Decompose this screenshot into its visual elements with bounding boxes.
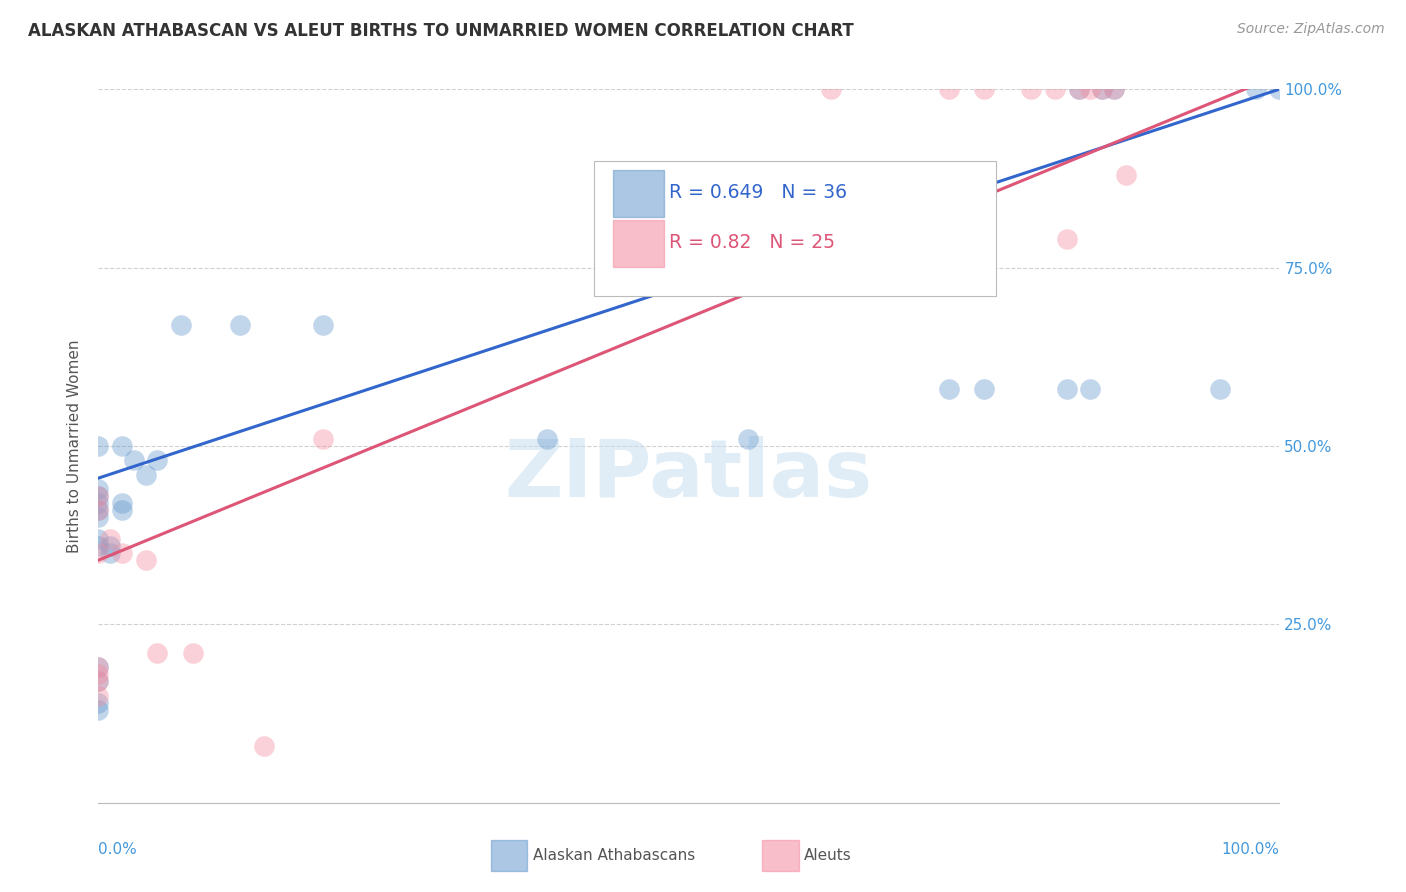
Point: [973, 82, 995, 96]
Point: [87, 482, 110, 496]
FancyBboxPatch shape: [613, 219, 664, 267]
Point: [1268, 82, 1291, 96]
Point: [135, 553, 157, 567]
Point: [1056, 382, 1078, 396]
Point: [938, 382, 960, 396]
Point: [98, 546, 121, 560]
Point: [1102, 82, 1125, 96]
Point: [87, 489, 110, 503]
Text: Aleuts: Aleuts: [803, 848, 851, 863]
Point: [87, 439, 110, 453]
Point: [312, 432, 335, 446]
Point: [87, 503, 110, 517]
Point: [1056, 232, 1078, 246]
Point: [98, 539, 121, 553]
Point: [1091, 82, 1114, 96]
Point: [111, 439, 134, 453]
Point: [87, 689, 110, 703]
Point: [111, 546, 134, 560]
Point: [820, 203, 842, 218]
Point: [1115, 168, 1137, 182]
Point: [181, 646, 204, 660]
Point: [1067, 82, 1090, 96]
Point: [536, 432, 558, 446]
Text: ZIPatlas: ZIPatlas: [505, 435, 873, 514]
Point: [312, 318, 335, 332]
Point: [229, 318, 252, 332]
FancyBboxPatch shape: [762, 840, 799, 871]
FancyBboxPatch shape: [613, 169, 664, 217]
Point: [253, 739, 276, 753]
Point: [1021, 82, 1043, 96]
Point: [87, 696, 110, 710]
Y-axis label: Births to Unmarried Women: Births to Unmarried Women: [67, 339, 83, 553]
Point: [146, 453, 169, 467]
Text: R = 0.82   N = 25: R = 0.82 N = 25: [669, 233, 835, 252]
Point: [1244, 82, 1267, 96]
Text: 100.0%: 100.0%: [1222, 842, 1279, 857]
Point: [146, 646, 169, 660]
Point: [87, 489, 110, 503]
Point: [973, 382, 995, 396]
Text: ALASKAN ATHABASCAN VS ALEUT BIRTHS TO UNMARRIED WOMEN CORRELATION CHART: ALASKAN ATHABASCAN VS ALEUT BIRTHS TO UN…: [28, 22, 853, 40]
Point: [111, 496, 134, 510]
Point: [87, 546, 110, 560]
Point: [87, 660, 110, 674]
Point: [87, 539, 110, 553]
Point: [87, 532, 110, 546]
Point: [820, 82, 842, 96]
Point: [87, 674, 110, 689]
Point: [1080, 382, 1102, 396]
Point: [87, 660, 110, 674]
Point: [111, 503, 134, 517]
Point: [737, 432, 759, 446]
FancyBboxPatch shape: [491, 840, 527, 871]
Text: Alaskan Athabascans: Alaskan Athabascans: [533, 848, 696, 863]
Point: [122, 453, 145, 467]
Text: 0.0%: 0.0%: [98, 842, 138, 857]
Point: [1102, 82, 1125, 96]
Text: R = 0.649   N = 36: R = 0.649 N = 36: [669, 183, 846, 202]
Point: [1209, 382, 1232, 396]
Point: [87, 667, 110, 681]
Point: [87, 503, 110, 517]
Point: [1043, 82, 1066, 96]
Point: [1067, 82, 1090, 96]
Point: [87, 674, 110, 689]
Point: [135, 467, 157, 482]
Point: [1091, 82, 1114, 96]
Point: [87, 510, 110, 524]
Text: Source: ZipAtlas.com: Source: ZipAtlas.com: [1237, 22, 1385, 37]
Point: [87, 703, 110, 717]
Point: [1080, 82, 1102, 96]
Point: [170, 318, 193, 332]
Point: [98, 532, 121, 546]
Point: [938, 82, 960, 96]
FancyBboxPatch shape: [595, 161, 995, 296]
Point: [87, 496, 110, 510]
